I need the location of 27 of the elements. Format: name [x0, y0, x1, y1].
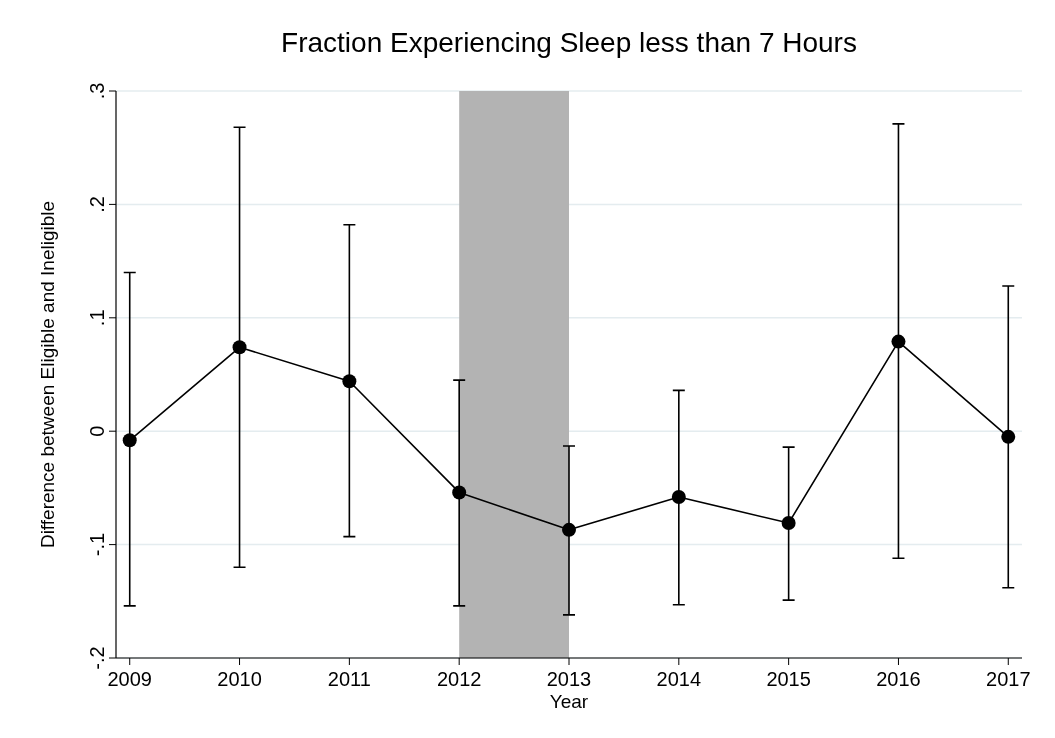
x-tick-label: 2009	[107, 668, 152, 690]
point	[342, 374, 357, 389]
y-tick-label: -.2	[86, 646, 108, 670]
x-tick-label: 2013	[546, 668, 592, 690]
y-tick-label: -.1	[86, 532, 108, 557]
x-tick-label: 2017	[986, 668, 1031, 690]
chart-title: Fraction Experiencing Sleep less than 7 Hours	[281, 27, 857, 58]
x-tick-label: 2016	[876, 668, 921, 690]
point	[562, 522, 576, 537]
x-tick-label: 2014	[656, 668, 702, 690]
point	[891, 334, 906, 349]
x-axis-title: Year	[549, 691, 589, 712]
x-tick-label: 2010	[217, 668, 262, 690]
x-tick-label: 2011	[327, 668, 371, 690]
point	[1001, 429, 1016, 444]
y-tick-label: .1	[86, 309, 108, 327]
x-tick-label: 2015	[766, 668, 811, 690]
point	[122, 433, 137, 448]
point	[781, 516, 796, 531]
point	[232, 340, 247, 355]
y-tick-label: 0	[86, 425, 108, 437]
y-tick-label: .3	[86, 82, 108, 100]
point	[452, 485, 467, 500]
y-tick-label: .2	[86, 196, 108, 213]
x-tick-label: 2012	[436, 668, 482, 690]
point	[671, 489, 686, 504]
y-axis-title: Difference between Eligible and Ineligible	[37, 200, 58, 549]
